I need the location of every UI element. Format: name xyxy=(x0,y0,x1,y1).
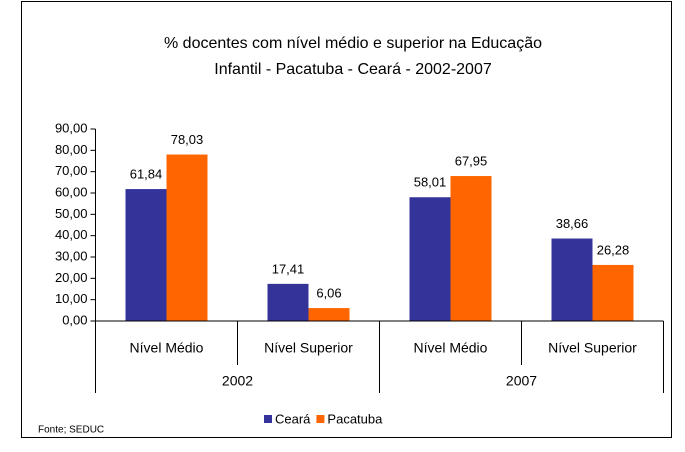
y-tick-label: 80,00 xyxy=(55,142,88,157)
bar xyxy=(551,238,593,321)
value-label: 6,06 xyxy=(316,286,341,301)
bar xyxy=(166,154,208,321)
x-tick-label: Nível Superior xyxy=(548,340,637,356)
value-label: 61,84 xyxy=(130,167,163,182)
y-tick-label: 50,00 xyxy=(55,206,88,221)
y-tick-label: 10,00 xyxy=(55,291,88,306)
group-label: 2007 xyxy=(506,373,537,389)
legend-swatch xyxy=(264,415,272,423)
value-label: 26,28 xyxy=(597,242,630,257)
y-tick-label: 30,00 xyxy=(55,248,88,263)
x-tick-label: Nível Médio xyxy=(130,340,204,356)
y-tick-label: 40,00 xyxy=(55,227,88,242)
legend-label: Ceará xyxy=(275,411,311,426)
x-tick-label: Nível Médio xyxy=(414,340,488,356)
chart-title: Infantil - Pacatuba - Ceará - 2002-2007 xyxy=(214,61,492,78)
y-tick-label: 60,00 xyxy=(55,184,88,199)
source-note: Fonte; SEDUC xyxy=(38,425,104,436)
bar xyxy=(450,176,492,321)
bar xyxy=(592,264,634,321)
value-label: 58,01 xyxy=(414,175,447,190)
bar xyxy=(308,308,350,321)
y-tick-label: 20,00 xyxy=(55,270,88,285)
legend-label: Pacatuba xyxy=(327,411,383,426)
value-label: 67,95 xyxy=(455,153,488,168)
x-tick-label: Nível Superior xyxy=(264,340,353,356)
bar xyxy=(267,283,309,321)
y-tick-label: 90,00 xyxy=(55,120,88,135)
bar xyxy=(409,197,451,321)
y-tick-label: 70,00 xyxy=(55,163,88,178)
legend-swatch xyxy=(316,415,325,423)
value-label: 17,41 xyxy=(272,261,305,276)
chart-title: % docentes com nível médio e superior na… xyxy=(164,35,542,52)
y-tick-label: 0,00 xyxy=(62,312,87,327)
value-label: 78,03 xyxy=(171,132,204,147)
group-label: 2002 xyxy=(222,373,253,389)
value-label: 38,66 xyxy=(556,216,589,231)
bar xyxy=(125,189,167,321)
